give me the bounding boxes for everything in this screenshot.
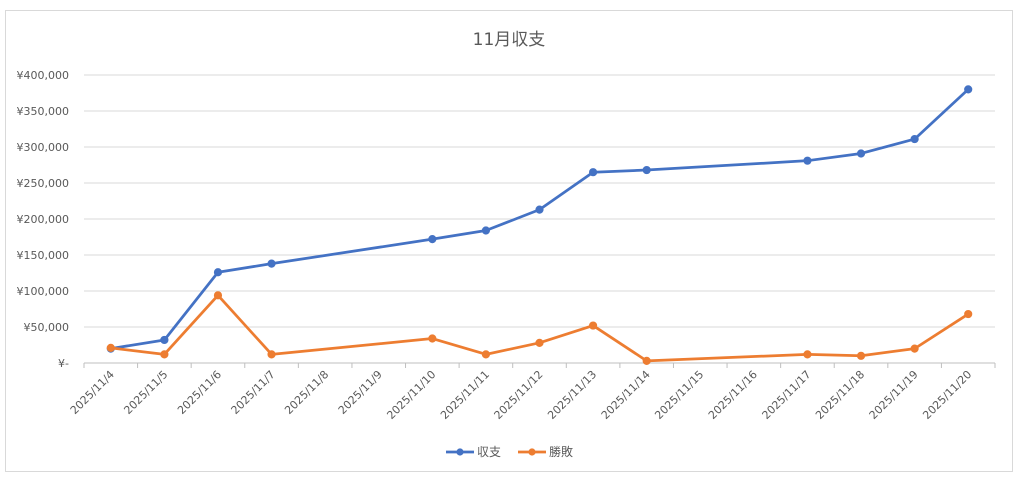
data-point [964,85,973,94]
data-point [964,309,973,319]
y-tick-label: ¥400,000 [17,69,70,82]
x-tick-label: 2025/11/17 [760,368,814,422]
x-tick-label: 2025/11/12 [492,368,546,422]
legend-swatch-marker [456,448,464,456]
data-point [535,205,544,214]
x-tick-label: 2025/11/20 [920,368,974,422]
y-tick-label: ¥350,000 [17,105,70,118]
x-tick-label: 2025/11/9 [336,368,385,417]
x-tick-label: 2025/11/16 [706,368,760,422]
data-point [588,321,598,330]
legend: 収支 勝敗 [446,444,573,459]
chart-frame [5,10,1013,472]
data-point [642,356,651,365]
data-point [910,344,919,353]
data-point [428,235,437,244]
legend-label: 収支 [477,445,501,459]
data-point [910,134,919,144]
chart-title: 11月収支 [473,30,546,50]
legend-label: 勝敗 [549,444,573,459]
data-point [642,165,651,175]
data-point [106,343,115,352]
data-point [856,149,866,158]
data-point [160,350,169,359]
x-tick-label: 2025/11/7 [229,368,278,417]
series-line [109,293,970,363]
x-tick-label: 2025/11/11 [438,368,492,422]
data-point [160,335,169,345]
y-tick-label: ¥200,000 [17,213,70,226]
x-tick-label: 2025/11/8 [282,368,331,417]
y-tick-label: ¥50,000 [24,321,70,334]
y-axis-ticks: ¥- ¥50,000 ¥100,000 ¥150,000 ¥200,000 ¥250,00… [17,69,70,370]
data-point [803,350,812,359]
data-point [481,226,491,235]
data-point [803,156,812,165]
x-tick-label: 2025/11/15 [652,368,706,422]
data-point [213,268,223,277]
x-tick-label: 2025/11/10 [384,368,438,422]
x-tick-label: 2025/11/19 [867,368,921,422]
y-tick-label: ¥300,000 [17,141,70,154]
x-tick-label: 2025/11/4 [68,368,117,417]
data-point [535,338,544,347]
data-point [213,291,223,300]
gridlines [84,74,995,364]
series-group [106,85,973,365]
x-tick-label: 2025/11/13 [545,368,599,422]
data-point [428,334,437,343]
x-tick-label: 2025/11/14 [599,368,653,422]
data-point [267,350,276,359]
x-tick-label: 2025/11/6 [175,368,224,417]
y-tick-label: ¥150,000 [17,249,70,262]
y-tick-label: ¥250,000 [17,177,70,190]
y-tick-label: ¥- [58,357,69,370]
data-point [856,351,866,360]
data-point [481,350,491,359]
legend-swatch-marker [528,448,536,456]
x-tick-label: 2025/11/18 [813,368,867,422]
x-axis-ticks: 2025/11/4 2025/11/5 2025/11/6 2025/11/7 2025… [68,363,996,422]
data-point [588,168,598,177]
y-tick-label: ¥100,000 [17,285,70,298]
x-tick-label: 2025/11/5 [121,368,170,417]
data-point [267,259,276,268]
